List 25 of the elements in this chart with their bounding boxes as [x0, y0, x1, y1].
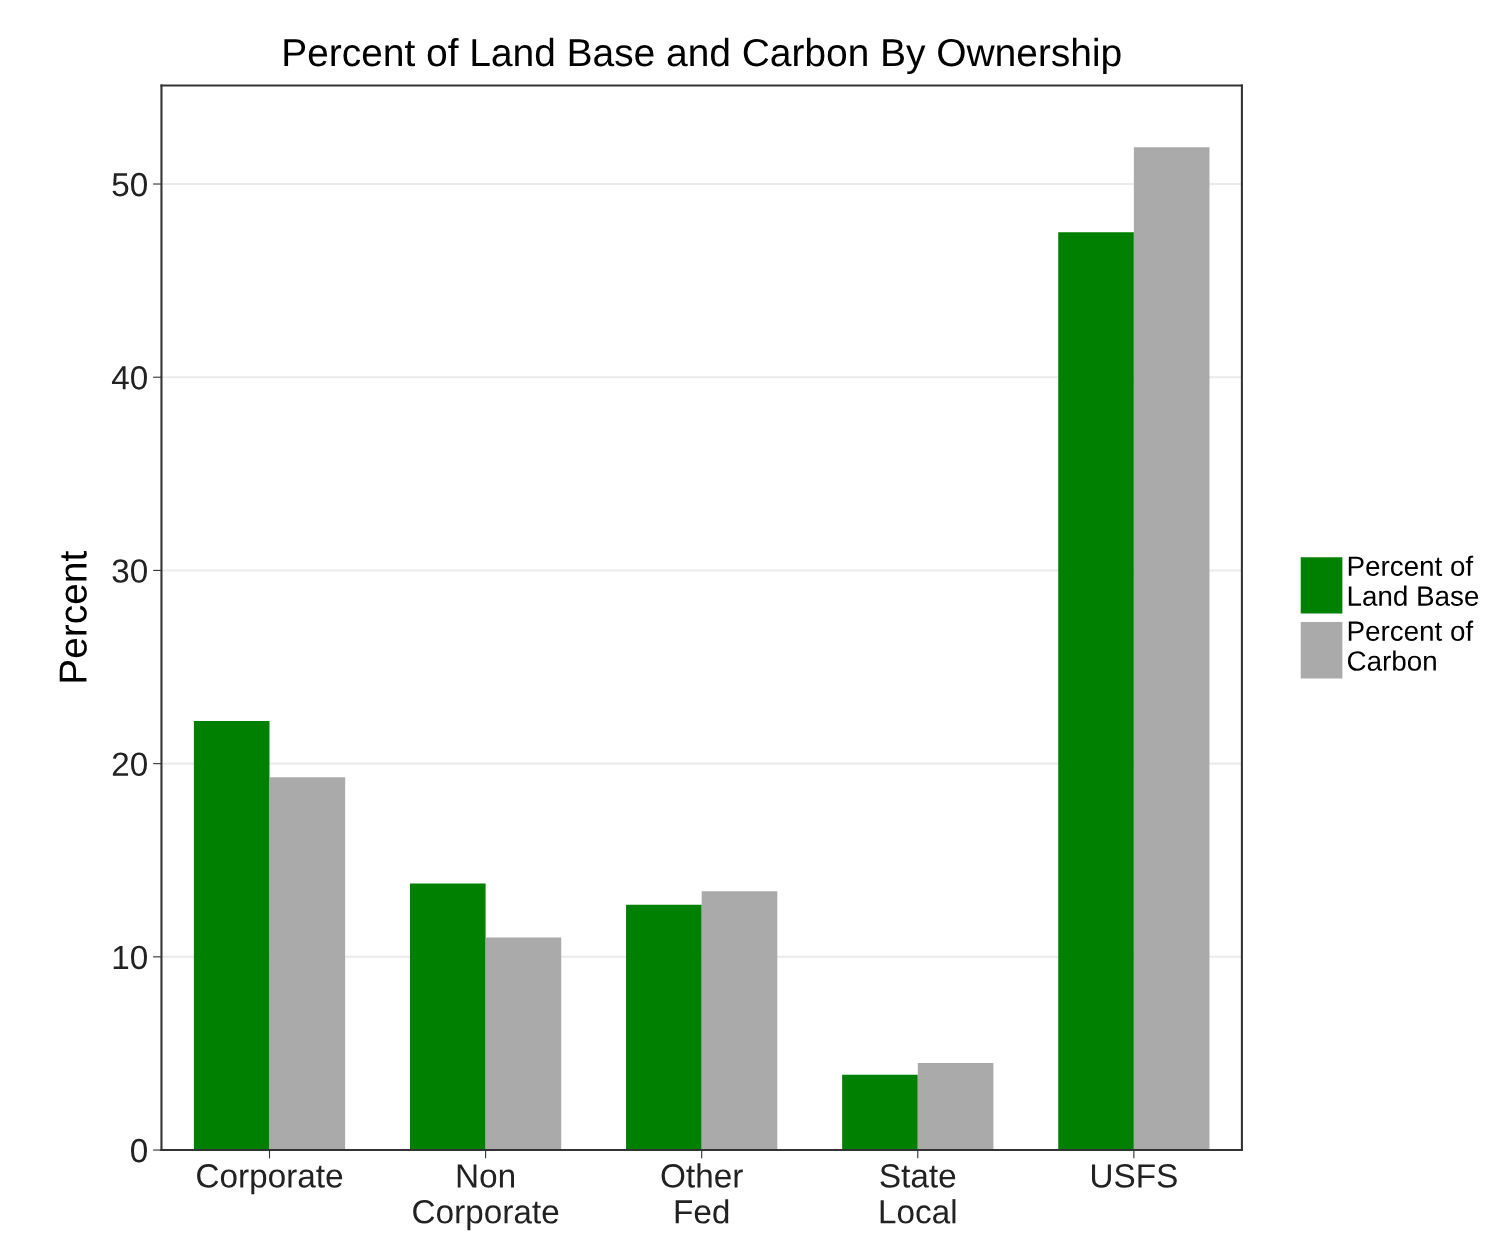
x-tick-label: State Local	[880, 1164, 956, 1224]
bar	[1133, 147, 1210, 1151]
x-tick-label: USFS	[1091, 1164, 1177, 1188]
x-tick-label: Other Fed	[661, 1163, 743, 1224]
legend-label: Percent of Carbon	[1347, 620, 1474, 671]
y-tick-label: 20	[112, 752, 147, 777]
x-tick-label: Corporate	[197, 1164, 343, 1195]
legend-label: Percent of Land Base	[1348, 555, 1479, 606]
bar	[626, 904, 702, 1151]
y-axis-title: Percent	[59, 551, 87, 682]
bar	[701, 891, 778, 1151]
y-tick-label: 30	[112, 559, 147, 583]
bar	[269, 777, 346, 1151]
bar	[193, 721, 270, 1151]
bar	[842, 1074, 918, 1151]
y-tick-label: 50	[112, 172, 147, 197]
y-tick-label: 0	[131, 1138, 147, 1163]
bar	[917, 1063, 994, 1151]
y-tick-label: 10	[113, 945, 147, 970]
bar	[1058, 232, 1134, 1151]
x-tick-label: Non Corporate	[413, 1164, 559, 1231]
y-tick-label: 40	[111, 366, 147, 390]
chart-title: Percent of Land Base and Carbon By Ownership	[284, 37, 1121, 75]
bar	[485, 937, 562, 1151]
bar	[409, 883, 486, 1151]
